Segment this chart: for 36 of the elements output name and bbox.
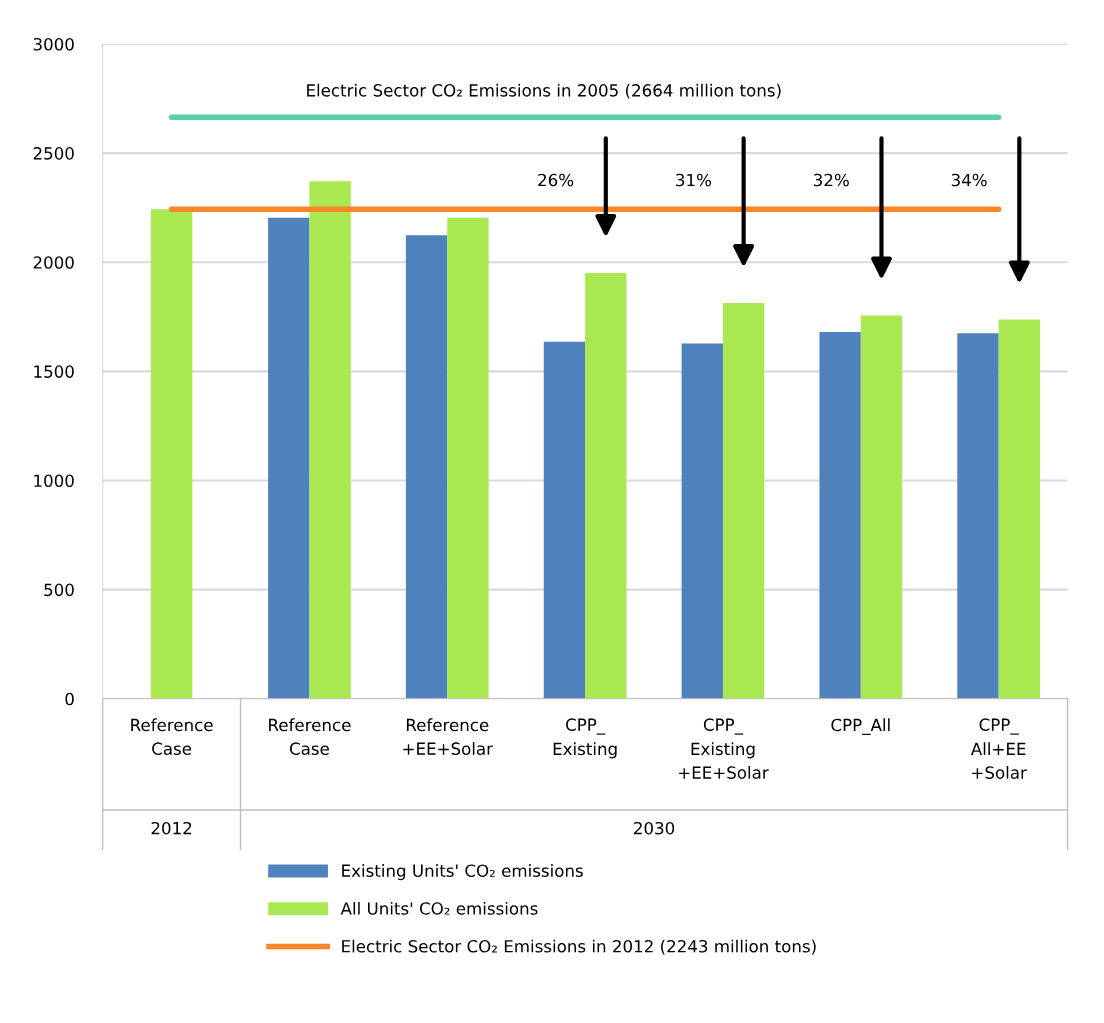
annotation: 31%	[676, 173, 712, 187]
x-tick-label: Reference Case	[131, 718, 213, 755]
bar	[722, 303, 765, 699]
bar	[860, 315, 903, 699]
y-tick-label: 1000	[34, 474, 74, 488]
ref-line-label: Electric Sector CO₂ Emissions in 2005 (2664 million tons)	[307, 83, 781, 99]
bar	[585, 272, 627, 699]
bar	[957, 333, 999, 699]
text: 2012	[151, 821, 192, 835]
legend-label: All Units' CO₂ emissions	[340, 901, 538, 915]
y-tick-label: 1500	[34, 365, 74, 378]
y-tick-label: 2500	[33, 147, 74, 160]
annotation: 34%	[951, 173, 987, 187]
annotation: 32%	[814, 173, 849, 187]
bar	[268, 217, 310, 699]
bar	[681, 343, 723, 699]
bar	[447, 217, 489, 699]
bar	[819, 332, 861, 699]
bar	[309, 181, 351, 699]
x-tick-label: CPP_ All+EE +Solar	[970, 718, 1027, 779]
annotation: 26%	[538, 173, 574, 187]
x-tick-label: Reference Case	[269, 718, 351, 755]
x-tick-label: CPP_All	[831, 718, 890, 735]
bar	[543, 341, 586, 699]
y-tick-label: 2000	[33, 256, 74, 269]
bar	[405, 235, 448, 699]
y-tick-label: 0	[65, 692, 74, 706]
legend-label: Electric Sector CO₂ Emissions in 2012 (2243 million tons)	[342, 939, 816, 955]
text: 2030	[634, 821, 675, 835]
x-tick-label: Reference +EE+Solar	[403, 718, 494, 755]
x-tick-label: CPP_ Existing +EE+Solar	[678, 718, 769, 779]
y-tick-label: 3000	[33, 37, 74, 51]
y-tick-label: 500	[44, 583, 74, 597]
legend-label: Existing Units' CO₂ emissions	[342, 864, 583, 881]
bar	[998, 319, 1040, 699]
x-tick-label: CPP_ Existing	[553, 718, 617, 759]
